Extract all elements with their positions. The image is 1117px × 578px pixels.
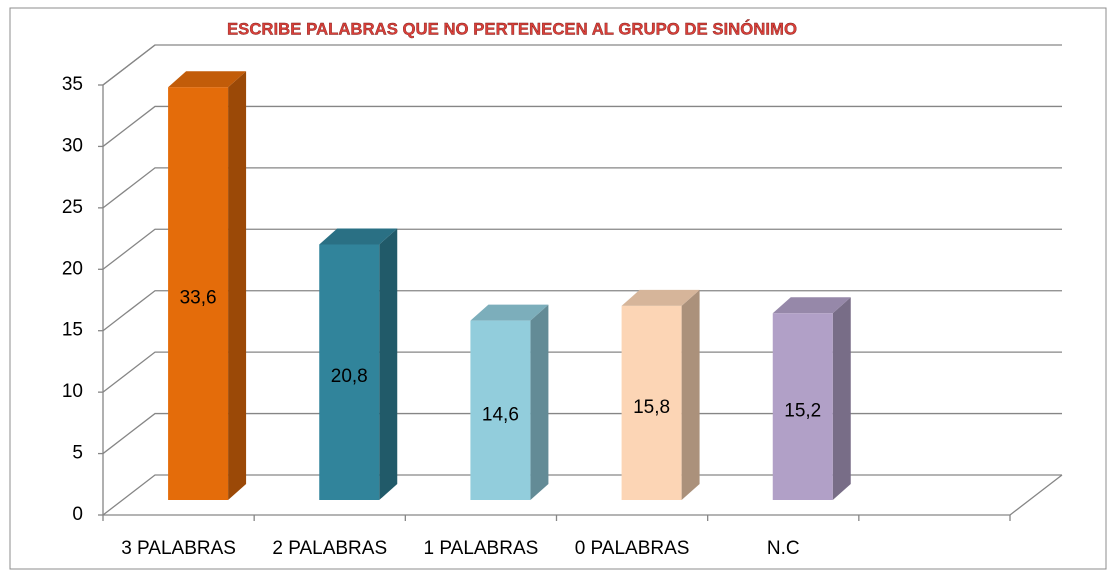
y-tick-label: 10 <box>62 381 83 402</box>
x-tick-label: 0 PALABRAS <box>575 538 690 559</box>
bar-top <box>168 71 247 88</box>
bar-side <box>228 71 247 500</box>
y-tick-label: 5 <box>72 443 83 464</box>
bar-top <box>621 289 700 306</box>
bar-top <box>470 304 549 321</box>
bar <box>470 320 531 500</box>
data-label: 33,6 <box>180 288 217 309</box>
grid-line <box>102 474 1062 516</box>
x-tick-label: N.C <box>767 538 800 559</box>
grid-line <box>102 105 1062 147</box>
grid-line <box>102 290 1062 332</box>
bar-top <box>319 228 398 245</box>
bar-side <box>832 297 851 500</box>
bar-side <box>379 228 398 500</box>
y-tick-label: 30 <box>62 135 83 156</box>
data-label: 14,6 <box>482 404 519 425</box>
data-label: 20,8 <box>331 366 368 387</box>
bar <box>319 244 380 500</box>
data-label: 15,2 <box>784 401 821 422</box>
x-tick-label: 2 PALABRAS <box>272 538 387 559</box>
bar-top <box>772 297 851 314</box>
data-label: 15,8 <box>633 397 670 418</box>
x-tick-label: 1 PALABRAS <box>424 538 539 559</box>
x-tick-label: 3 PALABRAS <box>121 538 236 559</box>
chart-title: ESCRIBE PALABRAS QUE NO PERTENECEN AL GR… <box>227 19 797 38</box>
y-tick-label: 20 <box>62 258 83 279</box>
y-tick-label: 35 <box>62 74 83 95</box>
bar-side <box>530 304 549 500</box>
grid-line <box>102 167 1062 209</box>
y-tick-label: 0 <box>72 504 83 525</box>
bar <box>168 87 229 500</box>
grid-line <box>102 412 1062 455</box>
grid-line <box>102 228 1062 270</box>
y-tick-label: 25 <box>62 197 83 218</box>
grid-line <box>102 351 1062 393</box>
y-tick-label: 15 <box>62 320 83 341</box>
bar <box>772 313 833 500</box>
bar-side <box>681 289 700 500</box>
bar <box>621 305 682 500</box>
grid-line <box>102 44 1062 86</box>
